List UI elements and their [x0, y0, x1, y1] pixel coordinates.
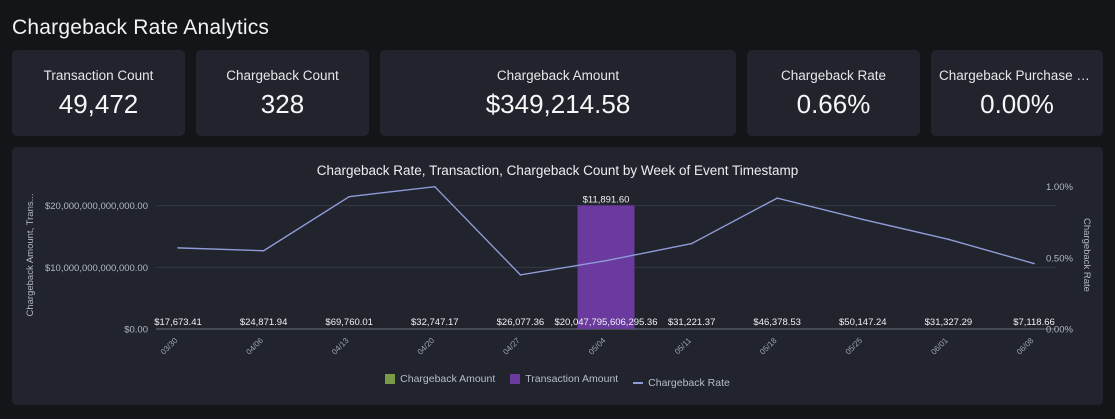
chart-legend: Chargeback Amount Transaction Amount Cha… [12, 373, 1103, 389]
chargeback-amount-data-label: $69,760.01 [325, 317, 373, 328]
chargeback-rate-point [434, 185, 436, 188]
legend-swatch-icon [510, 374, 521, 384]
kpi-card-chargeback-purchase-rate[interactable]: Chargeback Purchase Rate 0.00% [931, 50, 1103, 136]
legend-label: Transaction Amount [525, 373, 619, 385]
chargeback-rate-point [177, 247, 179, 249]
kpi-card-transaction-count[interactable]: Transaction Count 49,472 [12, 50, 185, 136]
legend-swatch-icon [385, 374, 396, 384]
y-right-axis-title: Chargeback Rate [1081, 218, 1092, 292]
chargeback-amount-data-label: $46,378.53 [753, 317, 801, 328]
transaction-amount-data-label: $20,047,795,606,295.36 [554, 317, 657, 328]
chargeback-amount-data-label: $31,221.37 [668, 317, 716, 328]
kpi-card-chargeback-count[interactable]: Chargeback Count 328 [196, 50, 369, 136]
kpi-card-chargeback-rate[interactable]: Chargeback Rate 0.66% [747, 50, 920, 136]
y-left-tick-label: $0.00 [124, 325, 148, 336]
kpi-label: Chargeback Count [226, 68, 339, 83]
chargeback-rate-point [519, 274, 522, 276]
y-right-tick-label: 0.00% [1046, 325, 1073, 336]
chart-title: Chargeback Rate, Transaction, Chargeback… [316, 163, 799, 178]
chargeback-amount-data-label: $17,673.41 [154, 317, 202, 328]
y-right-tick-label: 0.50% [1046, 253, 1073, 264]
legend-label: Chargeback Rate [648, 377, 730, 389]
legend-item-chargeback-rate[interactable]: Chargeback Rate [633, 377, 730, 389]
page-title: Chargeback Rate Analytics [12, 16, 270, 39]
chargeback-rate-point [690, 242, 693, 245]
kpi-value: 0.00% [980, 89, 1054, 119]
x-tick-label: 04/20 [416, 336, 437, 357]
legend-item-chargeback-amount[interactable]: Chargeback Amount [385, 373, 495, 385]
y-left-axis-title: Chargeback Amount, Trans... [25, 193, 36, 316]
kpi-label: Chargeback Rate [780, 68, 887, 83]
x-tick-label: 06/08 [1015, 336, 1036, 357]
chargeback-amount-data-label: $26,077.36 [497, 317, 545, 328]
chargeback-rate-point [776, 197, 778, 199]
chargeback-amount-data-label: $32,747.17 [411, 317, 459, 328]
chargeback-rate-point [947, 238, 950, 241]
x-tick-label: 04/27 [501, 336, 522, 357]
y-left-tick-label: $20,000,000,000,000.00 [45, 201, 148, 212]
y-left-tick-label: $10,000,000,000,000.00 [45, 263, 148, 274]
kpi-value: 49,472 [58, 89, 139, 119]
kpi-label: Chargeback Amount [496, 68, 620, 83]
kpi-label: Transaction Count [43, 68, 154, 83]
x-tick-label: 04/06 [244, 336, 265, 357]
x-tick-label: 05/18 [758, 336, 779, 357]
chart-panel: $0.00 $10,000,000,000,000.00 $20,000,000,0… [12, 147, 1103, 405]
kpi-label: Chargeback Purchase Rate [939, 68, 1095, 83]
chargeback-amount-data-label: $7,118.66 [1013, 317, 1055, 328]
legend-label: Chargeback Amount [400, 373, 496, 385]
x-tick-label: 05/04 [587, 336, 608, 357]
legend-item-transaction-amount[interactable]: Transaction Amount [510, 373, 618, 385]
legend-line-icon [633, 382, 644, 384]
kpi-value: 328 [260, 89, 305, 119]
x-tick-label: 05/25 [844, 336, 865, 357]
chargeback-rate-point [348, 195, 351, 198]
transaction-amount-bar [577, 205, 635, 329]
chargeback-amount-data-label: $24,871.94 [240, 317, 288, 328]
chargeback-amount-data-label: $11,891.60 [583, 194, 630, 205]
chargeback-rate-point [1033, 262, 1035, 265]
combo-chart[interactable]: $0.00 $10,000,000,000,000.00 $20,000,000,0… [12, 147, 1103, 405]
y-right-tick-label: 1.00% [1046, 182, 1073, 193]
kpi-card-chargeback-amount[interactable]: Chargeback Amount $349,214.58 [380, 50, 736, 136]
x-tick-label: 06/01 [929, 336, 950, 357]
kpi-value: 0.66% [796, 89, 871, 119]
chargeback-rate-point [262, 249, 265, 252]
chargeback-amount-data-label: $31,327.29 [925, 317, 973, 328]
x-tick-label: 03/30 [159, 336, 180, 357]
x-tick-label: 05/11 [673, 336, 693, 356]
chargeback-amount-data-label: $50,147.24 [839, 317, 887, 328]
chargeback-rate-point [862, 218, 864, 221]
chargeback-rate-point [605, 259, 607, 262]
x-tick-label: 04/13 [330, 336, 351, 357]
kpi-value: $349,214.58 [485, 89, 631, 119]
